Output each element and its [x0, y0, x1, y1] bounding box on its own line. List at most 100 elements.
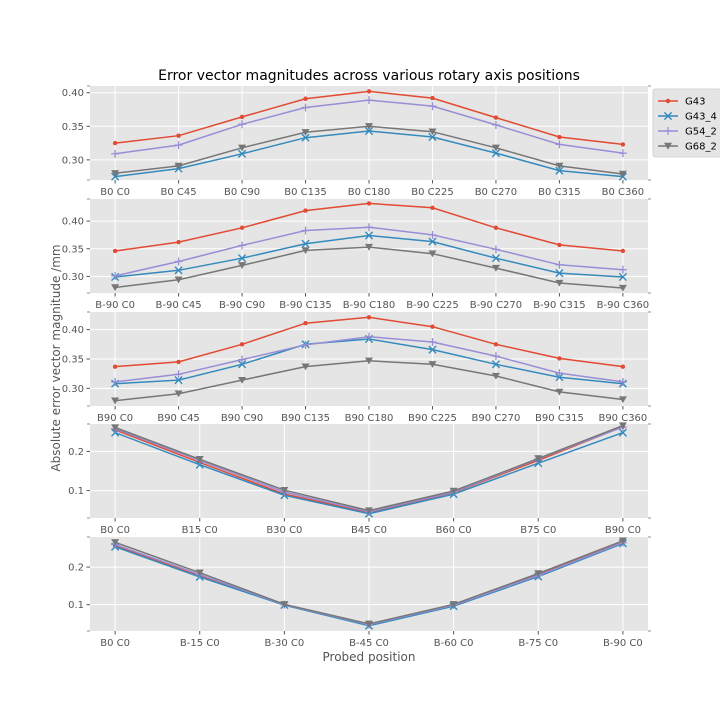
data-point-g54_2	[618, 377, 627, 386]
data-point-g68_2	[428, 128, 437, 136]
data-point-g54_2	[428, 337, 437, 346]
data-point-g43_4	[364, 231, 374, 240]
data-point-g68_2	[449, 487, 458, 495]
x-tick-label: B0 C45	[161, 187, 197, 198]
data-point-g43_4	[237, 149, 247, 158]
data-point-g54_2	[174, 141, 183, 150]
data-point-g43	[366, 315, 372, 320]
x-tick-label: B-45 C0	[349, 638, 389, 649]
data-point-g54_2	[428, 230, 437, 239]
data-point-g43_4	[428, 132, 437, 142]
panel-1: B0 C0 B0 C45 B0 C90 B0 C135 B0 C180 B0 C225 B0…	[62, 85, 651, 198]
panel-4: B0 C0 B15 C0 B30 C0 B45 C0 B60 C0 B75 C0 B90 C…	[68, 422, 651, 536]
data-point-g54_2	[111, 377, 120, 386]
x-tick-label: B0 C0	[100, 525, 130, 536]
data-point-g54_2	[555, 369, 564, 378]
x-tick-label: B0 C0	[100, 638, 130, 649]
data-point-g43	[493, 115, 499, 120]
panel-2: B-90 C0 B-90 C45 B-90 C90 B-90 C135 B-90 C18…	[62, 198, 651, 311]
data-point-g43_4	[301, 133, 310, 142]
data-point-g68_2	[111, 170, 120, 177]
data-point-g43_4	[491, 254, 501, 263]
data-point-g68_2	[111, 539, 120, 546]
data-point-g54_2	[555, 140, 564, 149]
data-point-g68_2	[238, 376, 247, 384]
data-point-g43	[303, 208, 308, 213]
data-point-g68_2	[365, 123, 373, 130]
data-point-g68_2	[618, 422, 627, 430]
legend-marker-g54_2	[664, 127, 672, 135]
data-point-g43_4	[428, 345, 437, 354]
x-tick-label: B-90 C360	[597, 300, 649, 311]
data-point-g43	[112, 140, 118, 146]
data-point-g43	[176, 239, 181, 245]
x-tick-label: B90 C270	[472, 413, 521, 424]
data-point-g43_4	[555, 373, 564, 382]
data-point-g43_4	[301, 239, 310, 248]
panels: B0 C0 B0 C45 B0 C90 B0 C135 B0 C180 B0 C225 B0…	[62, 85, 651, 649]
data-point-g68_2	[428, 361, 437, 368]
data-point-g43_4	[174, 376, 183, 385]
data-point-g43	[112, 364, 118, 369]
x-tick-label: B90 C90	[221, 413, 263, 424]
data-point-g54_2	[111, 271, 120, 280]
x-tick-label: B90 C45	[157, 413, 199, 424]
x-tick-label: B-15 C0	[180, 638, 220, 649]
data-point-g43	[620, 248, 626, 254]
data-point-g43_4	[534, 459, 543, 468]
data-point-g43_4	[491, 360, 501, 369]
data-point-g43_4	[555, 268, 564, 278]
data-point-g54_2	[365, 223, 373, 232]
data-point-g54_2	[428, 102, 437, 111]
data-point-g43_4	[174, 266, 183, 275]
legend: G43 G43_4 G54_2 G68_2	[652, 88, 720, 158]
data-point-g68_2	[618, 537, 627, 545]
data-point-g68_2	[555, 279, 564, 287]
data-point-g68_2	[195, 569, 204, 577]
y-tick-label: 0.1	[68, 486, 84, 497]
chart-title: Error vector magnitudes across various r…	[158, 68, 580, 84]
data-point-g68_2	[174, 390, 183, 398]
data-point-g68_2	[449, 601, 458, 608]
data-point-g54_2	[301, 226, 310, 235]
data-point-g54_2	[238, 120, 247, 129]
data-point-g68_2	[111, 397, 120, 405]
x-axis-label: Probed position	[323, 650, 416, 664]
data-point-g68_2	[365, 620, 373, 628]
x-tick-label: B90 C135	[281, 413, 330, 424]
x-tick-label: B-90 C90	[219, 300, 265, 311]
x-tick-label: B-90 C0	[603, 638, 643, 649]
x-tick-label: B90 C180	[345, 413, 394, 424]
y-tick-label: 0.2	[68, 563, 84, 574]
x-tick-label: B-90 C315	[533, 300, 585, 311]
data-point-g68_2	[618, 396, 627, 404]
data-point-g43	[303, 320, 308, 326]
data-point-g43_4	[237, 254, 247, 263]
legend-label-g43: G43	[685, 97, 705, 108]
legend-label-g54_2: G54_2	[685, 127, 717, 138]
data-point-g54_2	[301, 340, 310, 349]
data-point-g43	[620, 364, 626, 369]
data-point-g43	[557, 356, 562, 361]
x-tick-label: B0 C315	[538, 187, 580, 198]
data-point-g54_2	[174, 257, 183, 266]
data-point-g54_2	[301, 103, 310, 112]
data-point-g43	[366, 201, 372, 206]
data-point-g43	[430, 205, 435, 211]
x-tick-label: B60 C0	[436, 525, 472, 536]
data-point-g43	[430, 324, 435, 329]
data-point-g43_4	[237, 360, 247, 369]
data-point-g68_2	[534, 455, 543, 463]
data-point-g43	[493, 342, 499, 347]
data-point-g68_2	[238, 262, 247, 269]
data-point-g68_2	[195, 456, 204, 463]
data-point-g68_2	[555, 162, 564, 170]
x-tick-label: B15 C0	[182, 525, 218, 536]
x-tick-label: B-90 C45	[156, 300, 202, 311]
data-point-g43_4	[195, 460, 204, 469]
x-tick-label: B0 C360	[602, 187, 644, 198]
data-point-g68_2	[238, 144, 247, 152]
data-point-g54_2	[238, 355, 247, 364]
y-tick-label: 0.40	[62, 217, 84, 228]
data-point-g43	[620, 142, 626, 147]
